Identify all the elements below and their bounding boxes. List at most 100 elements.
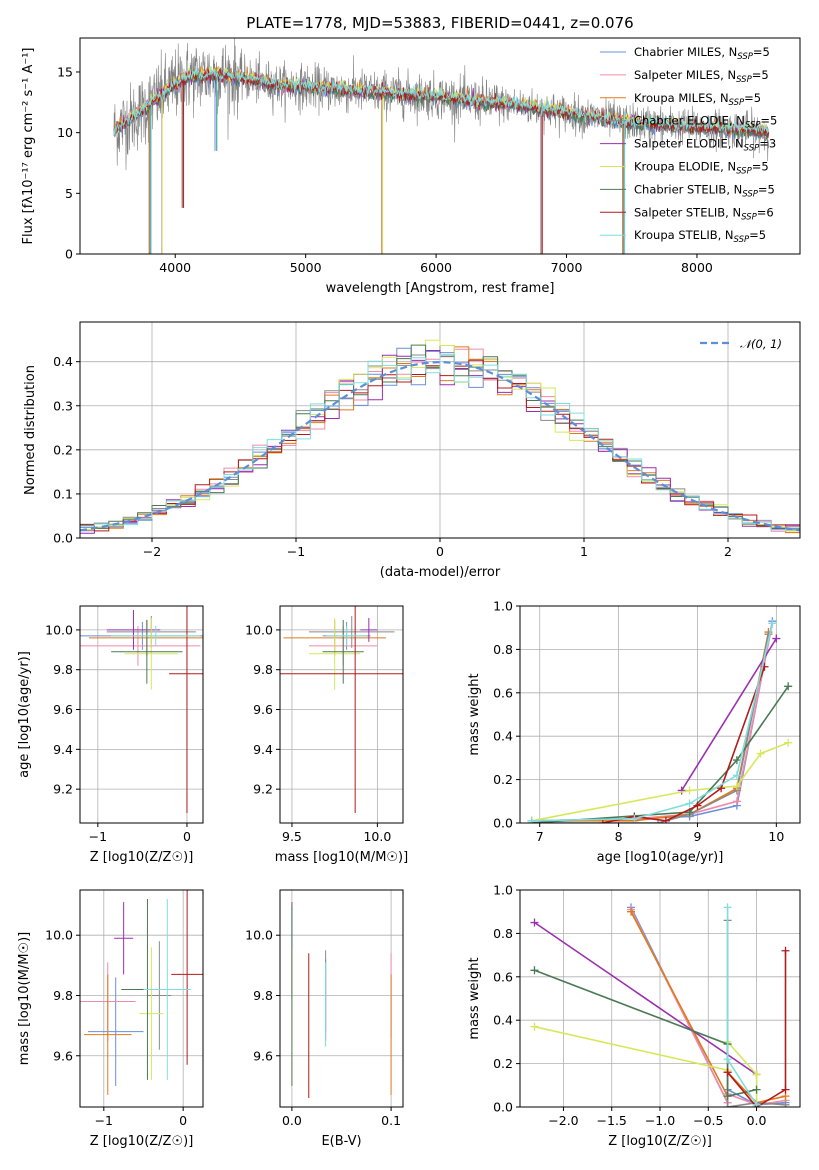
y-tick-label: 0.6 (493, 685, 513, 700)
x-tick-label: 0 (179, 1113, 187, 1128)
y-tick-label: 1.0 (493, 599, 513, 614)
y-tick-label: 0.0 (53, 531, 73, 546)
x-tick-label: 6000 (420, 260, 452, 275)
weight_vs_Z-lines (530, 903, 790, 1107)
x-tick-label: 7 (536, 829, 544, 844)
legend-label: Chabrier ELODIE, NSSP=5 (634, 114, 777, 131)
weight-point-marker (598, 819, 607, 823)
y-tick-label: 0.8 (493, 926, 513, 941)
weight-series-line (531, 685, 789, 823)
age_vs_Z-frame: −1 0 9.2 9.4 9.6 9.8 10.0 Z [log10(Z/Z☉)] age [l… (17, 605, 204, 865)
y-tick-label: 0.2 (493, 1056, 513, 1071)
y-tick-label: 9.8 (253, 988, 273, 1003)
y-tick-label: 0.8 (493, 642, 513, 657)
x-axis-label: Z [log10(Z/Z☉)] (90, 1134, 194, 1149)
x-tick-label: 8 (615, 829, 623, 844)
y-tick-label: 0 (65, 247, 73, 262)
x-tick-label: 9 (693, 829, 701, 844)
weight-point-marker (661, 816, 670, 823)
weight-point-marker (781, 1100, 790, 1107)
x-tick-label: −1 (95, 1113, 113, 1128)
weight-point-marker (752, 1085, 761, 1094)
legend-label: Chabrier STELIB, NSSP=5 (634, 182, 775, 199)
age_vs_mass-axes (280, 606, 403, 823)
mass_vs_Z-errorbars (80, 890, 203, 1095)
x-tick-label: 10 (768, 829, 784, 844)
weight-point-marker (723, 1103, 732, 1107)
x-tick-label: −1.0 (645, 1113, 675, 1128)
axes-frame (519, 605, 801, 824)
y-tick-label: 0.4 (493, 729, 513, 744)
x-axis-label: age [log10(age/yr)] (597, 850, 724, 865)
x-tick-label: 2 (724, 544, 732, 559)
weight-point-marker (693, 801, 702, 810)
weight-series-line (531, 741, 789, 822)
y-tick-label: 0.4 (53, 354, 73, 369)
y-tick-label: 9.6 (53, 702, 73, 717)
weight-point-marker (677, 786, 686, 795)
weight-point-marker (768, 619, 777, 628)
y-axis-label: Normed distribution (23, 365, 38, 495)
weight-point-marker (530, 966, 539, 975)
weight-point-marker (752, 1070, 761, 1079)
y-axis-label: mass [log10(M/M☉)] (17, 932, 32, 1065)
x-axis-label: mass [log10(M/M☉)] (275, 850, 408, 865)
y-tick-label: 10.0 (245, 928, 273, 943)
x-tick-label: 4000 (159, 260, 191, 275)
x-axis-label: Z [log10(Z/Z☉)] (608, 1134, 712, 1149)
mass_vs_Z-frame: −1 0 9.6 9.8 10.0 Z [log10(Z/Z☉)] mass [log10(… (17, 889, 204, 1149)
y-tick-label: 1.0 (493, 883, 513, 898)
weight-point-marker (732, 797, 741, 806)
age_vs_mass-frame: 9.5 10.0 9.2 9.4 9.6 9.8 10.0 mass [log10(M/M☉)… (245, 605, 408, 865)
y-tick-label: 9.8 (53, 988, 73, 1003)
y-tick-label: 0.0 (493, 816, 513, 831)
weight-point-marker (732, 782, 741, 791)
age_vs_Z-errorbars (80, 606, 203, 814)
y-axis-label: mass weight (467, 957, 482, 1039)
y-axis-label: age [log10(age/yr)] (17, 651, 32, 778)
y-tick-label: 10.0 (245, 622, 273, 637)
weight-series-line (726, 950, 787, 1107)
x-tick-label: 7000 (551, 260, 583, 275)
x-tick-label: 0.0 (282, 1113, 302, 1128)
x-tick-label: −1 (287, 544, 305, 559)
y-tick-label: 0.1 (53, 486, 73, 501)
x-tick-label: −1.5 (597, 1113, 627, 1128)
y-tick-label: 10.0 (45, 622, 73, 637)
age_vs_Z-axes (80, 606, 203, 823)
spectrum-model-line (113, 67, 770, 139)
x-tick-label: 5000 (290, 260, 322, 275)
y-tick-label: 9.6 (253, 1048, 273, 1063)
x-tick-label: 0 (436, 544, 444, 559)
weight-series-line (681, 638, 777, 791)
x-tick-label: 0 (183, 829, 191, 844)
histogram-steps (80, 339, 800, 536)
legend-label: Kroupa ELODIE, NSSP=5 (634, 160, 769, 177)
mass_vs_EBV-frame: 0.0 0.1 9.6 9.8 10.0 E(B-V) (245, 889, 404, 1149)
x-tick-label: 0.1 (381, 1113, 401, 1128)
axes-frame (79, 889, 204, 1108)
axes-frame (279, 889, 404, 1108)
weight-point-marker (784, 738, 793, 747)
spectrum-frame: 4000 5000 6000 7000 8000 0 5 10 15 wavelength [An… (21, 37, 801, 296)
y-tick-label: 9.4 (253, 742, 273, 757)
weight-point-marker (627, 907, 636, 916)
y-tick-label: 9.8 (53, 662, 73, 677)
gaussian-curve (80, 360, 800, 532)
hist-legend: 𝒩(0, 1) (700, 337, 782, 351)
y-tick-label: 0.6 (493, 969, 513, 984)
weight_vs_age-frame: 7 8 9 10 0.0 0.2 0.4 0.6 0.8 1.0 age [log10(age/yr… (467, 599, 801, 865)
spectrum-model-line (113, 66, 770, 136)
weight-point-marker (630, 814, 639, 823)
y-tick-label: 9.6 (53, 1048, 73, 1063)
age_vs_mass-errorbars (280, 606, 403, 814)
weight_vs_age-lines (527, 617, 793, 823)
y-tick-label: 0.0 (493, 1100, 513, 1115)
weight-point-marker (772, 634, 781, 643)
weight-series-line (602, 666, 766, 823)
y-axis-label: Flux [fλ10⁻¹⁷ erg cm⁻² s⁻¹ A⁻¹] (21, 48, 36, 245)
x-tick-label: −2.0 (548, 1113, 578, 1128)
weight-series-line (534, 969, 757, 1098)
y-tick-label: 0.2 (53, 442, 73, 457)
